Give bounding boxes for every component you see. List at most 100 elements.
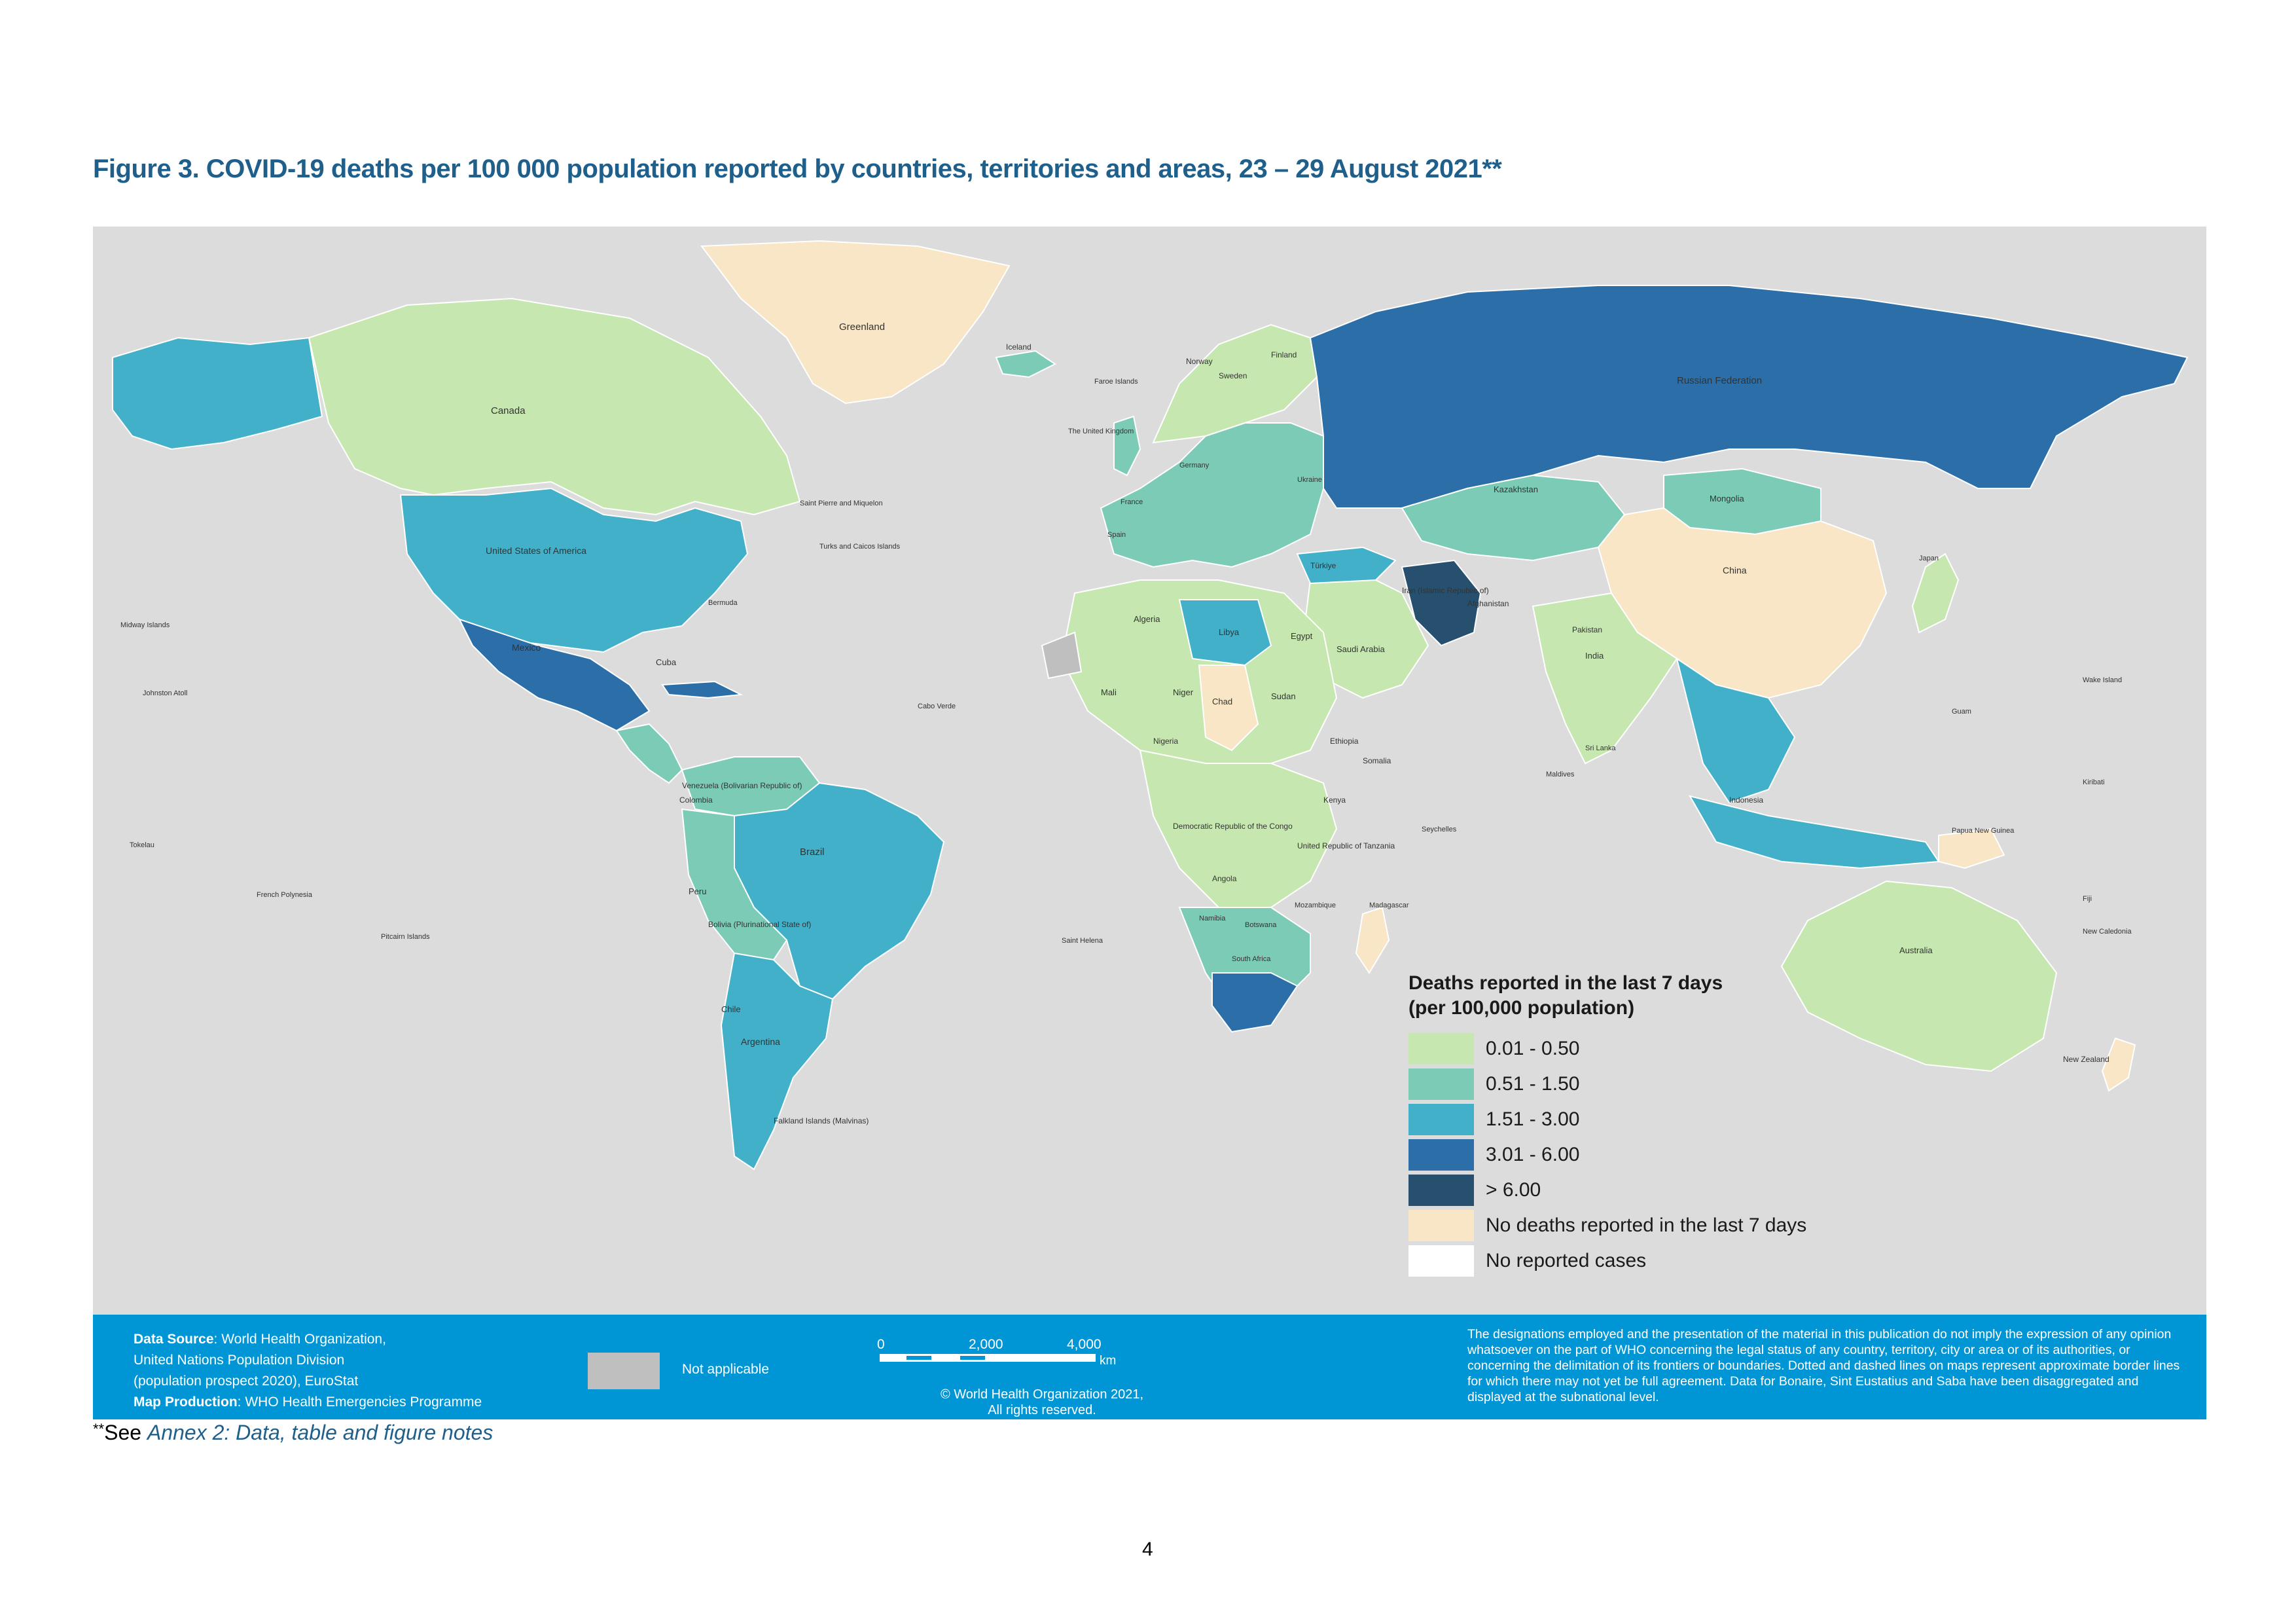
label-spain: Spain	[1107, 531, 1126, 539]
legend-swatch	[1408, 1210, 1474, 1241]
label-greenland: Greenland	[839, 321, 885, 333]
label-egypt: Egypt	[1291, 631, 1313, 641]
region-australia	[1780, 880, 2058, 1072]
label-midway: Midway Islands	[120, 621, 170, 629]
legend-title-line1: Deaths reported in the last 7 days	[1408, 972, 1723, 994]
label-libya: Libya	[1219, 627, 1240, 637]
label-kiribati: Kiribati	[2083, 778, 2105, 786]
region-peru-bolivia	[681, 808, 788, 961]
scale-label-4000: 4,000	[1067, 1337, 1102, 1352]
label-peru: Peru	[689, 886, 706, 896]
legend-label: 1.51 - 3.00	[1486, 1108, 1580, 1130]
label-new-zealand: New Zealand	[2063, 1055, 2109, 1064]
footnote: **See Annex 2: Data, table and figure no…	[93, 1421, 493, 1445]
label-afghanistan: Afghanistan	[1467, 599, 1509, 608]
label-french-polynesia: French Polynesia	[257, 891, 313, 899]
label-chile: Chile	[721, 1004, 741, 1014]
label-nigeria: Nigeria	[1153, 737, 1178, 746]
legend-item: 0.01 - 0.50	[1408, 1031, 1945, 1067]
label-bermuda: Bermuda	[708, 599, 738, 607]
region-southeast-asia	[1676, 657, 1796, 804]
region-japan	[1911, 553, 1960, 634]
legend-swatch	[1408, 1068, 1474, 1100]
label-usa: United States of America	[486, 545, 586, 556]
region-central-africa	[1139, 749, 1338, 908]
data-source-label: Data Source	[134, 1332, 214, 1347]
label-saint-pierre: Saint Pierre and Miquelon	[800, 500, 883, 507]
copyright-block: © World Health Organization 2021, All ri…	[905, 1387, 1179, 1418]
label-indonesia: Indonesia	[1729, 795, 1763, 805]
label-tokelau: Tokelau	[130, 841, 154, 849]
region-cuba	[661, 680, 744, 699]
label-pitcairn: Pitcairn Islands	[381, 933, 430, 941]
copyright-line2: All rights reserved.	[988, 1403, 1096, 1417]
disclaimer-text: The designations employed and the presen…	[1467, 1327, 2180, 1404]
legend-label: 3.01 - 6.00	[1486, 1144, 1580, 1165]
label-falkland: Falkland Islands (Malvinas)	[774, 1116, 869, 1125]
label-pakistan: Pakistan	[1572, 625, 1602, 634]
legend-label: No deaths reported in the last 7 days	[1486, 1214, 1807, 1236]
region-alaska	[112, 337, 323, 450]
legend-swatch	[1408, 1104, 1474, 1135]
map-legend: Deaths reported in the last 7 days (per …	[1408, 971, 1945, 1279]
label-venezuela: Venezuela (Bolivarian Republic of)	[682, 781, 802, 790]
legend-title-line2: (per 100,000 population)	[1408, 997, 1635, 1019]
region-south-africa	[1211, 972, 1299, 1033]
label-botswana: Botswana	[1245, 921, 1277, 929]
region-papua	[1938, 828, 2005, 869]
copyright-line1: © World Health Organization 2021,	[940, 1387, 1144, 1402]
label-papua: Papua New Guinea	[1952, 827, 2015, 835]
label-somalia: Somalia	[1363, 756, 1391, 765]
world-map: Greenland Canada United States of Americ…	[93, 227, 2206, 1315]
data-source-line1: : World Health Organization,	[213, 1332, 386, 1347]
label-saint-helena: Saint Helena	[1062, 937, 1103, 945]
region-chad	[1198, 665, 1259, 752]
scale-bar-segment	[906, 1356, 931, 1360]
region-iran	[1401, 559, 1482, 647]
label-guam: Guam	[1952, 708, 1971, 716]
label-angola: Angola	[1212, 874, 1237, 883]
label-faroe: Faroe Islands	[1094, 378, 1138, 386]
label-mongolia: Mongolia	[1710, 494, 1745, 503]
legend-swatch	[1408, 1139, 1474, 1171]
label-saudi-arabia: Saudi Arabia	[1336, 644, 1385, 654]
map-production-value: : WHO Health Emergencies Programme	[237, 1395, 482, 1410]
label-namibia: Namibia	[1199, 915, 1226, 922]
label-sweden: Sweden	[1219, 371, 1247, 380]
label-fiji: Fiji	[2083, 895, 2092, 903]
label-south-africa: South Africa	[1232, 955, 1271, 963]
label-bolivia: Bolivia (Plurinational State of)	[708, 920, 811, 929]
region-greenland	[700, 240, 1011, 405]
legend-swatch	[1408, 1175, 1474, 1206]
label-germany: Germany	[1179, 462, 1210, 469]
legend-label: No reported cases	[1486, 1250, 1647, 1271]
label-johnston: Johnston Atoll	[143, 689, 188, 697]
label-iceland: Iceland	[1006, 342, 1031, 352]
label-colombia: Colombia	[679, 795, 713, 805]
region-canada	[308, 297, 801, 516]
region-india	[1532, 592, 1678, 765]
label-tanzania: United Republic of Tanzania	[1297, 841, 1395, 850]
region-turkey	[1296, 546, 1397, 585]
legend-swatch	[1408, 1033, 1474, 1065]
scale-bar-segment	[960, 1356, 985, 1360]
map-footer: Data Source: World Health Organization, …	[93, 1315, 2206, 1419]
label-turkey: Türkiye	[1310, 561, 1336, 570]
legend-item: 1.51 - 3.00	[1408, 1102, 1945, 1137]
legend-label: > 6.00	[1486, 1179, 1541, 1201]
legend-label: 0.51 - 1.50	[1486, 1073, 1580, 1095]
region-uk	[1113, 415, 1141, 477]
label-ethiopia: Ethiopia	[1330, 737, 1359, 746]
label-mozambique: Mozambique	[1295, 902, 1336, 909]
label-china: China	[1723, 565, 1747, 575]
annex-link[interactable]: Annex 2: Data, table and figure notes	[147, 1421, 493, 1444]
label-norway: Norway	[1186, 357, 1213, 366]
footnote-mark: **	[93, 1421, 105, 1437]
region-not-applicable	[1041, 631, 1083, 680]
label-caribbean-list: Turks and Caicos Islands	[819, 543, 901, 551]
region-central-america	[615, 723, 683, 784]
label-india: India	[1585, 651, 1604, 661]
data-source-block: Data Source: World Health Organization, …	[134, 1329, 482, 1413]
label-finland: Finland	[1271, 350, 1297, 359]
scale-unit: km	[1100, 1354, 1116, 1368]
